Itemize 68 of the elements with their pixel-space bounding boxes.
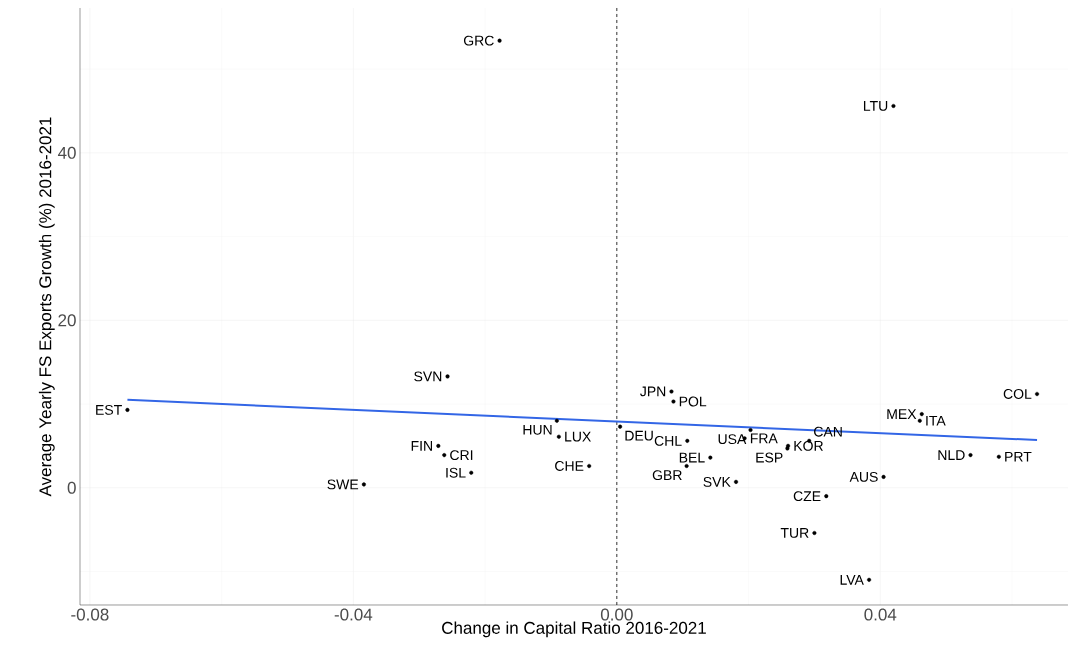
annotation: CHL [654,435,682,446]
y-axis-title: Average Yearly FS Exports Growth (%) 2016-2021 [38,117,55,497]
annotation: LTU [863,101,888,111]
annotation: EST [96,404,122,415]
annotation: DEU [625,430,653,441]
annotation: POL [679,396,707,407]
annotation: HUN [523,424,552,435]
point [748,427,753,432]
annotation: MEX [887,409,917,419]
x-tick-label: 0.00 [600,608,633,621]
point [917,418,922,423]
point [685,438,690,443]
annotation: AUS [849,471,878,482]
point [469,470,474,475]
annotation: FRA [750,433,778,444]
annotation: ISL [446,467,466,478]
x-tick-label: 0.04 [864,608,897,621]
annotation: BEL [679,452,705,463]
point [436,443,441,448]
annotation: ITA [926,415,946,426]
annotation: CZE [793,491,821,502]
point [968,453,973,458]
y-tick-label: 0 [67,481,76,494]
annotation: SVK [703,476,731,487]
annotation: KOR [794,440,823,451]
point [445,374,450,379]
point [497,38,502,43]
point [556,434,561,439]
y-tick-label: 40 [57,146,76,159]
point [587,463,592,468]
annotation: FIN [411,441,432,451]
point [867,577,872,582]
x-tick-label: -0.08 [71,608,109,621]
annotation: ESP [756,452,783,463]
annotation: SVN [414,371,442,382]
annotation: NLD [938,450,965,460]
point [684,463,689,468]
annotation: PRT [1005,451,1032,462]
annotation: USA [718,434,747,445]
annotation: LUX [565,431,591,442]
point [669,389,674,394]
point [734,479,739,484]
annotation: CRI [450,450,473,461]
point [996,454,1001,459]
annotation: LVA [840,575,864,585]
point [824,494,829,499]
annotation: CHE [555,461,584,471]
point [812,530,817,535]
x-axis-title: Change in Capital Ratio 2016-2021 [442,621,706,638]
point [125,407,130,412]
y-tick-label: 20 [58,314,76,327]
point [361,482,366,487]
point [442,453,447,458]
annotation: GBR [652,470,682,481]
point [618,424,623,429]
point [891,103,896,108]
point [708,455,713,460]
point [1035,391,1040,396]
annotation: GRC [463,35,494,46]
point [671,399,676,404]
annotation: JPN [640,386,666,397]
annotation: TUR [780,528,809,538]
x-tick-label: -0.04 [334,608,373,621]
point [919,412,924,417]
annotation: COL [1003,389,1032,399]
point [554,418,559,423]
point [881,474,886,479]
annotation: SWE [327,479,359,490]
